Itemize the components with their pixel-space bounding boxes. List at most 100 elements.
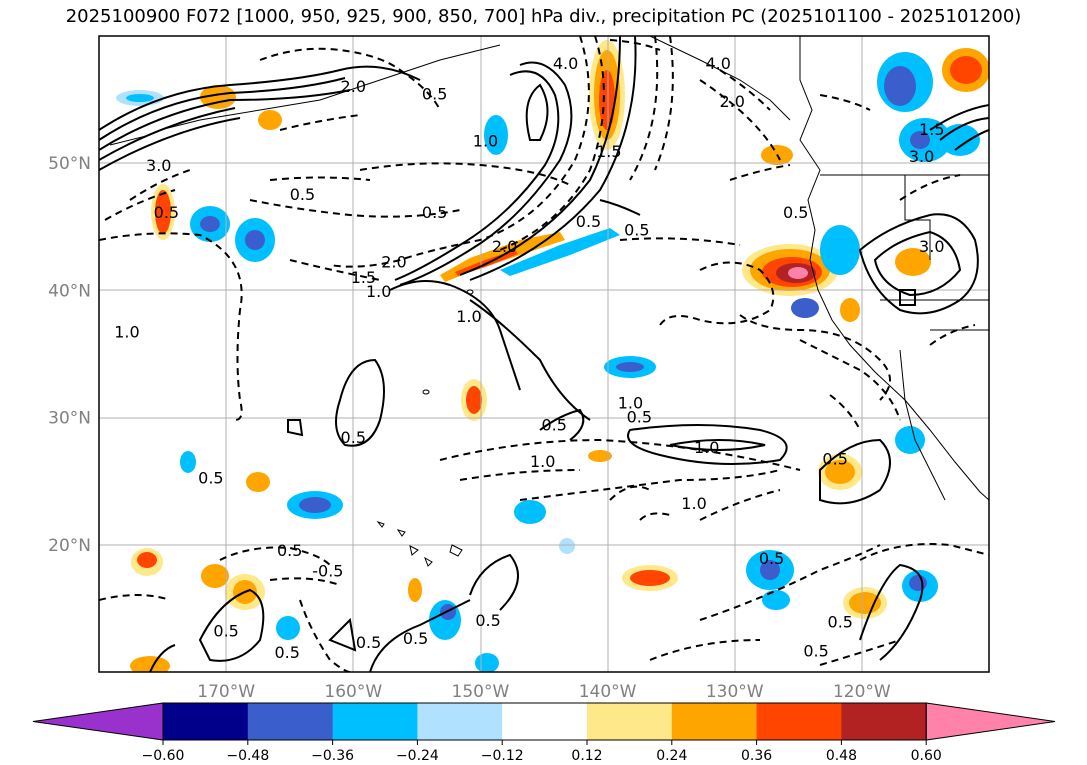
- negative-anomaly-patch: [276, 616, 300, 640]
- contour-label: 0.5: [356, 633, 381, 652]
- negative-anomaly-patch: [820, 225, 860, 275]
- contour-label: 0.5: [341, 428, 366, 447]
- contour-label: 0.5: [576, 212, 601, 231]
- colorbar-frame: [162, 702, 927, 741]
- latitude-tick-label: 20°N: [48, 536, 91, 556]
- contour-label: 1.0: [681, 494, 706, 513]
- negative-anomaly-patch: [299, 497, 331, 513]
- contour-label: 1.5: [596, 142, 621, 161]
- contour-label: 3.0: [919, 237, 944, 256]
- contour-label: 0.5: [277, 541, 302, 560]
- colorbar-tick-label: −0.36: [311, 748, 354, 764]
- negative-anomaly-patch: [475, 653, 499, 672]
- positive-anomaly-patch: [849, 592, 881, 614]
- contour-label: 4.0: [705, 54, 730, 73]
- colorbar-tick-label: 0.36: [741, 748, 772, 764]
- positive-anomaly-patch: [408, 578, 422, 602]
- negative-anomaly-patch: [909, 575, 927, 591]
- contour-label: 0.5: [541, 415, 566, 434]
- contour-label: 0.5: [422, 85, 447, 104]
- negative-anomaly-patch: [200, 216, 220, 232]
- longitude-tick-label: 140°W: [579, 682, 637, 702]
- contour-label: 0.5: [822, 450, 847, 469]
- latitude-tick-label: 30°N: [48, 409, 91, 429]
- island-outlines: [376, 289, 474, 567]
- negative-anomaly-patch: [559, 538, 575, 554]
- contour-label: 0.5: [828, 612, 853, 631]
- positive-anomaly-patch: [201, 564, 229, 588]
- colorbar-segment: [671, 703, 758, 740]
- latitude-tick-label: 50°N: [48, 154, 91, 174]
- contour-label: 2.0: [492, 237, 517, 256]
- negative-anomaly-patch: [616, 362, 644, 372]
- map-gridlines: [99, 36, 989, 672]
- precipitation-shading: [116, 40, 989, 672]
- positive-anomaly-patch: [130, 656, 170, 672]
- colorbar-tick-label: −0.12: [481, 748, 524, 764]
- contour-label: 2.0: [341, 77, 366, 96]
- colorbar-segment: [502, 703, 588, 740]
- latitude-tick-label: 40°N: [48, 281, 91, 301]
- colorbar-segment: [841, 703, 927, 740]
- colorbar-segment: [332, 703, 418, 740]
- contour-label: 0.5: [422, 203, 447, 222]
- colorbar-extend-high: [925, 702, 1056, 741]
- negative-anomaly-patch: [884, 66, 916, 106]
- colorbar-tick-label: 0.12: [571, 748, 602, 764]
- contour-label: 1.5: [351, 268, 376, 287]
- negative-anomaly-patch: [910, 131, 930, 149]
- negative-anomaly-patch: [245, 230, 265, 250]
- contour-label: 0.5: [475, 611, 500, 630]
- contour-label: 2.0: [719, 92, 744, 111]
- contour-label: 0.5: [627, 408, 652, 427]
- longitude-tick-label: 130°W: [706, 682, 764, 702]
- colorbar-tick-label: −0.24: [396, 748, 439, 764]
- contour-label: 0.5: [783, 203, 808, 222]
- colorbar-segment: [587, 703, 673, 740]
- contour-label: 1.0: [366, 282, 391, 301]
- longitude-tick-labels: 170°W 160°W 150°W 140°W 130°W 120°W: [197, 682, 891, 702]
- colorbar-tick-label: −0.48: [226, 748, 269, 764]
- contour-label: 2.0: [381, 253, 406, 272]
- positive-anomaly-patch: [630, 570, 670, 586]
- positive-anomaly-patch: [840, 298, 860, 322]
- negative-anomaly-patch: [514, 500, 546, 524]
- colorbar-tick-label: −0.60: [142, 748, 185, 764]
- positive-anomaly-patch: [155, 190, 171, 234]
- positive-anomaly-patch: [137, 552, 157, 568]
- positive-anomaly-patch: [825, 460, 855, 484]
- contour-label: 3.0: [146, 156, 171, 175]
- contour-label: 1.0: [473, 132, 498, 151]
- contour-label: 1.0: [114, 322, 139, 341]
- colorbar: −0.60 −0.48 −0.36 −0.24 −0.12 0.12 0.24 0.36 0.4…: [32, 702, 1056, 764]
- negative-anomaly-patch: [760, 560, 780, 580]
- negative-anomaly-patch: [180, 451, 196, 473]
- longitude-tick-label: 150°W: [452, 682, 510, 702]
- colorbar-segment: [417, 703, 503, 740]
- colorbar-tick-label: 0.24: [656, 748, 687, 764]
- map-title: 2025100900 F072 [1000, 950, 925, 900, 85…: [65, 6, 1022, 27]
- divergence-positive-contours: [99, 36, 989, 672]
- negative-anomaly-patch: [762, 590, 790, 610]
- longitude-tick-label: 120°W: [833, 682, 891, 702]
- contour-label: 0.5: [154, 203, 179, 222]
- colorbar-tick-label: 0.48: [826, 748, 857, 764]
- contour-label: 0.5: [274, 643, 299, 662]
- negative-anomaly-patch: [500, 228, 620, 276]
- colorbar-extend-low: [32, 702, 164, 741]
- contour-label: -0.5: [312, 562, 343, 581]
- positive-anomaly-patch: [258, 110, 282, 130]
- contour-label: 1.0: [694, 438, 719, 457]
- negative-anomaly-patch: [895, 426, 925, 454]
- colorbar-segment: [756, 703, 842, 740]
- positive-anomaly-patch: [895, 248, 931, 276]
- contour-label: 1.0: [456, 307, 481, 326]
- contour-label: 3.0: [909, 147, 934, 166]
- longitude-tick-label: 170°W: [197, 682, 255, 702]
- positive-anomaly-patch: [788, 267, 808, 279]
- contour-label: 0.5: [624, 221, 649, 240]
- positive-anomaly-patch: [950, 56, 982, 84]
- contour-label: 1.5: [919, 120, 944, 139]
- positive-anomaly-patch: [246, 472, 270, 492]
